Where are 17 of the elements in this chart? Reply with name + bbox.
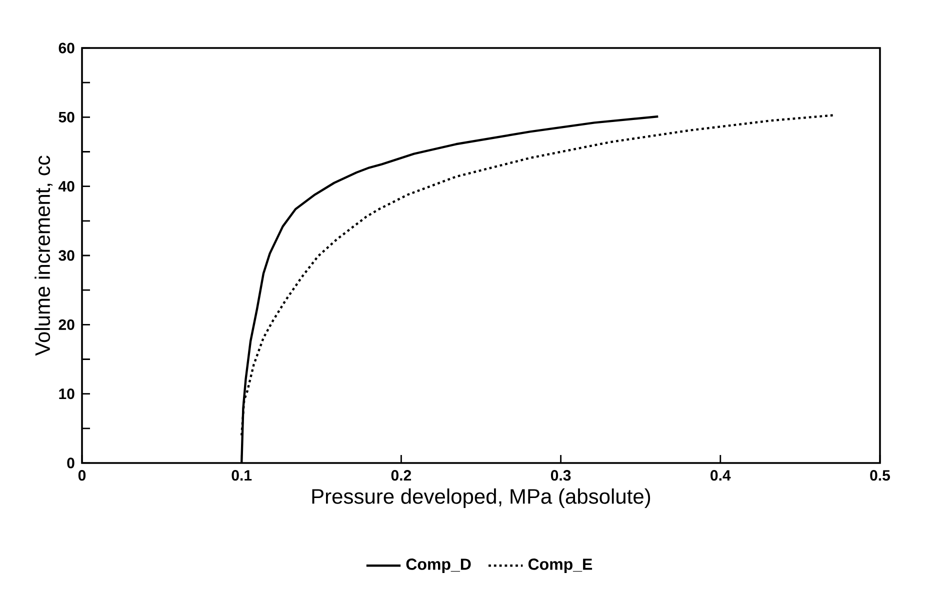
y-tick-label: 50	[58, 112, 74, 122]
y-tick-label: 0	[67, 458, 74, 468]
legend-label: Comp_D	[406, 558, 471, 574]
y-tick-label: 20	[58, 319, 74, 330]
x-tick-label: 0.3	[550, 470, 571, 481]
x-tick-label: 0.4	[710, 470, 731, 481]
legend-label: Comp_E	[528, 558, 592, 574]
y-axis-title: Volume increment, cc	[34, 156, 53, 356]
x-tick-label: 0	[78, 470, 86, 481]
y-tick-label: 60	[58, 42, 74, 54]
x-axis-title: Pressure developed, MPa (absolute)	[312, 488, 650, 508]
x-tick-label: 0.5	[870, 470, 890, 481]
x-tick-label: 0.1	[232, 470, 252, 481]
x-tick-label: 0.2	[391, 470, 412, 481]
y-tick-label: 40	[58, 181, 74, 192]
y-tick-label: 30	[58, 250, 74, 261]
y-tick-label: 10	[59, 388, 74, 400]
